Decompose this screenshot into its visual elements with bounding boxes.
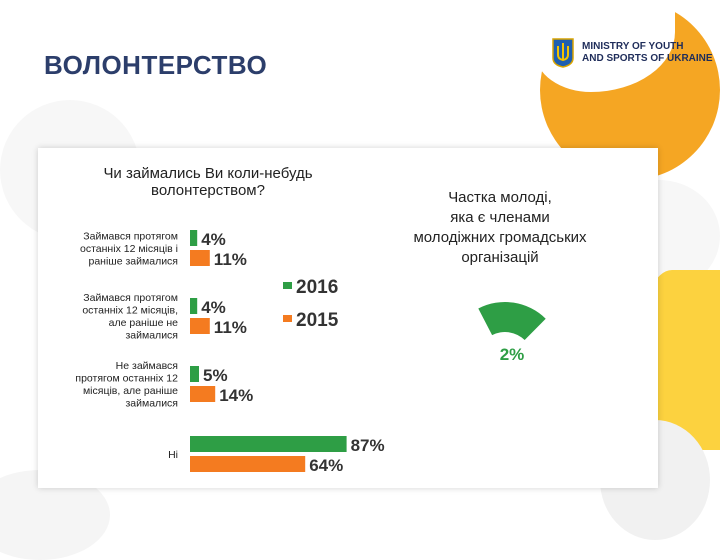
category-label-line: Займався протягом [83,292,178,304]
category-label-line: Ні [168,449,178,461]
bar-2015 [190,456,306,472]
bar-2016 [190,298,198,314]
bar-2016 [190,436,347,452]
category-label-line: раніше займалися [89,255,179,267]
legend-swatch-2015 [283,315,292,322]
category-label-line: останніх 12 місяців і [80,243,178,255]
legend-swatch-2016 [283,282,292,289]
data-label-2015: 64% [309,456,343,475]
data-label-2015: 11% [214,250,247,269]
volunteering-bar-chart: Чи займались Ви коли-небудьволонтерством… [75,165,385,475]
pie-slice [478,302,546,341]
category-label-line: Займався протягом [83,230,178,242]
chart-panel [38,148,658,488]
bar-2015 [190,250,210,266]
data-label-2016: 4% [201,230,226,249]
bar-2015 [190,386,216,402]
bar-chart-title-line: волонтерством? [151,182,265,199]
category-label-line: займалися [125,330,178,342]
youth-membership-pie: 2% [478,302,546,364]
pie-title-line: організацій [461,249,539,266]
bar-2015 [190,318,210,334]
ministry-logo: MINISTRY OF YOUTH AND SPORTS OF UKRAINE [552,38,713,68]
bar-chart-title-line: Чи займались Ви коли-небудь [103,165,312,182]
data-label-2016: 87% [351,436,385,455]
data-label-2016: 4% [201,298,226,317]
category-label-line: протягом останніх 12 [75,373,178,385]
pie-title-line: яка є членами [450,209,550,226]
category-label-line: Не займався [116,360,178,372]
category-label-line: останніх 12 місяців, [82,305,178,317]
pie-chart-title: Частка молоді, яка є членами молодіжних … [380,188,620,268]
legend-label-2016: 2016 [296,277,338,298]
category-label-line: місяців, але раніше [83,385,178,397]
pie-title-line: Частка молоді, [448,189,552,206]
bar-2016 [190,230,198,246]
pie-title-line: молодіжних громадських [413,229,587,246]
pie-data-label: 2% [500,345,525,364]
category-label-line: але раніше не [109,317,179,329]
trident-icon [552,38,574,68]
ministry-name-line1: MINISTRY OF YOUTH [582,41,684,52]
data-label-2015: 11% [214,318,247,337]
category-label-line: займалися [125,398,178,410]
data-label-2015: 14% [219,386,253,405]
legend-label-2015: 2015 [296,310,339,331]
bar-2016 [190,366,199,382]
ministry-name-line2: AND SPORTS OF UKRAINE [582,53,713,64]
data-label-2016: 5% [203,366,228,385]
page-title: ВОЛОНТЕРСТВО [44,50,268,80]
